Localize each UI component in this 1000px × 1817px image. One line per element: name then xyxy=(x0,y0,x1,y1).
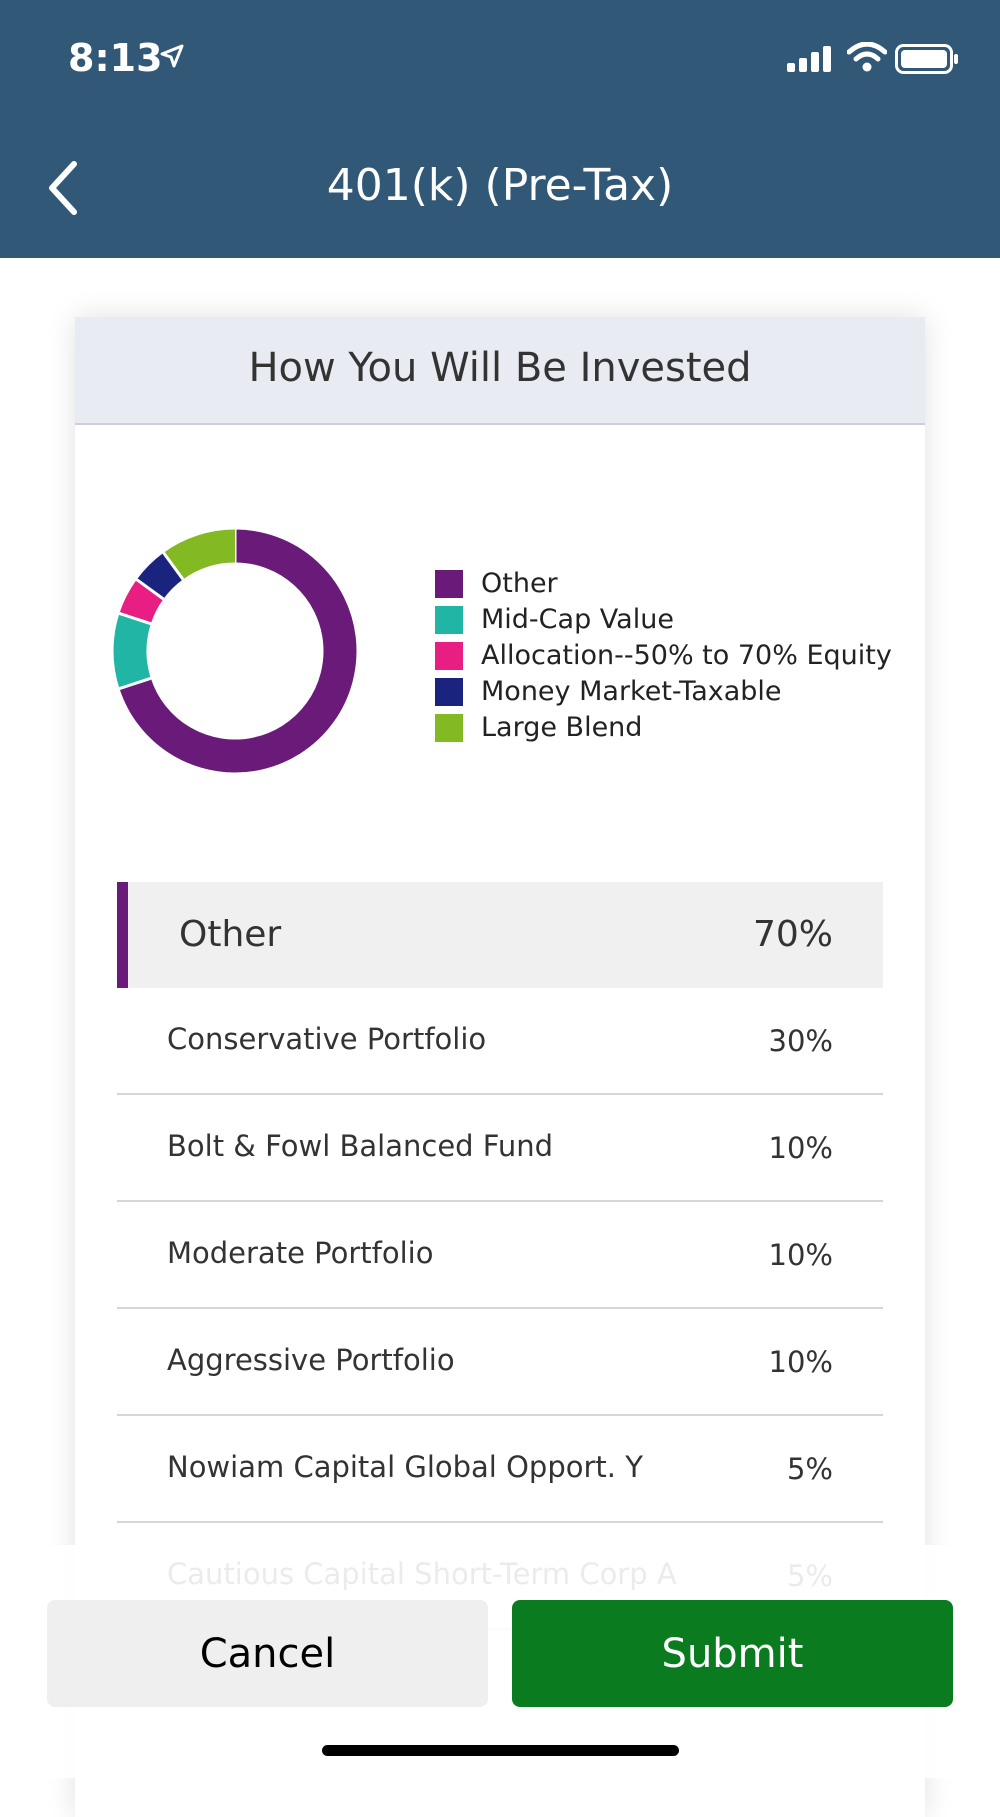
fund-percent: 10% xyxy=(768,1345,833,1379)
fund-percent: 10% xyxy=(768,1238,833,1272)
legend-swatch xyxy=(435,642,463,670)
legend-label: Money Market-Taxable xyxy=(481,676,782,707)
allocation-donut-chart xyxy=(113,529,357,773)
fund-row[interactable]: Bolt & Fowl Balanced Fund 10% xyxy=(117,1095,883,1202)
legend-label: Allocation--50% to 70% Equity xyxy=(481,640,892,671)
legend-swatch xyxy=(435,570,463,598)
donut-slice-separator xyxy=(118,676,152,690)
donut-slice xyxy=(136,552,184,600)
fund-name: Conservative Portfolio xyxy=(167,1022,487,1056)
fund-percent: 5% xyxy=(786,1452,833,1486)
fund-row[interactable]: Conservative Portfolio 30% xyxy=(117,988,883,1095)
fund-percent: 10% xyxy=(768,1131,833,1165)
fund-row[interactable]: Moderate Portfolio 10% xyxy=(117,1202,883,1309)
legend-swatch xyxy=(435,606,463,634)
donut-slice xyxy=(113,613,152,689)
home-indicator xyxy=(322,1745,679,1756)
legend-label: Large Blend xyxy=(481,712,643,743)
fund-list: Conservative Portfolio 30% Bolt & Fowl Bal… xyxy=(117,988,883,1630)
fund-name: Aggressive Portfolio xyxy=(167,1343,455,1377)
page-title: 401(k) (Pre-Tax) xyxy=(326,160,674,211)
group-row-other[interactable]: Other 70% xyxy=(117,882,883,988)
donut-slice-separator xyxy=(118,612,152,626)
cancel-button[interactable]: Cancel xyxy=(47,1600,488,1707)
donut-slice xyxy=(163,529,236,580)
back-button[interactable] xyxy=(38,150,98,230)
legend-label: Other xyxy=(481,568,558,599)
signal-icon xyxy=(787,46,831,72)
group-color-bar xyxy=(117,882,128,988)
fund-row[interactable]: Nowiam Capital Global Opport. Y 5% xyxy=(117,1416,883,1523)
submit-button[interactable]: Submit xyxy=(512,1600,953,1707)
donut-slice-separator xyxy=(135,578,165,601)
fund-row[interactable]: Aggressive Portfolio 10% xyxy=(117,1309,883,1416)
legend-label: Mid-Cap Value xyxy=(481,604,674,635)
donut-slice xyxy=(119,579,164,625)
wifi-icon xyxy=(847,42,887,72)
card-title: How You Will Be Invested xyxy=(248,345,752,391)
fund-percent: 30% xyxy=(768,1024,833,1058)
donut-slice xyxy=(119,529,357,773)
card-header: How You Will Be Invested xyxy=(75,317,925,425)
location-arrow-icon xyxy=(160,44,184,68)
status-time: 8:13 xyxy=(68,36,163,80)
donut-slice-separator xyxy=(162,551,185,581)
legend-swatch xyxy=(435,714,463,742)
group-label: Other xyxy=(179,914,282,955)
fund-name: Nowiam Capital Global Opport. Y xyxy=(167,1450,643,1484)
fund-name: Bolt & Fowl Balanced Fund xyxy=(167,1129,554,1163)
legend-swatch xyxy=(435,678,463,706)
battery-icon xyxy=(895,44,958,74)
app-header: 8:13 401(k) (Pre-Tax) xyxy=(0,0,1000,258)
fund-name: Moderate Portfolio xyxy=(167,1236,434,1270)
group-percent: 70% xyxy=(752,914,833,955)
